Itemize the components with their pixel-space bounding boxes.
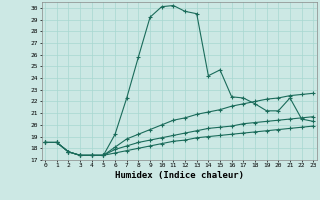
X-axis label: Humidex (Indice chaleur): Humidex (Indice chaleur) — [115, 171, 244, 180]
